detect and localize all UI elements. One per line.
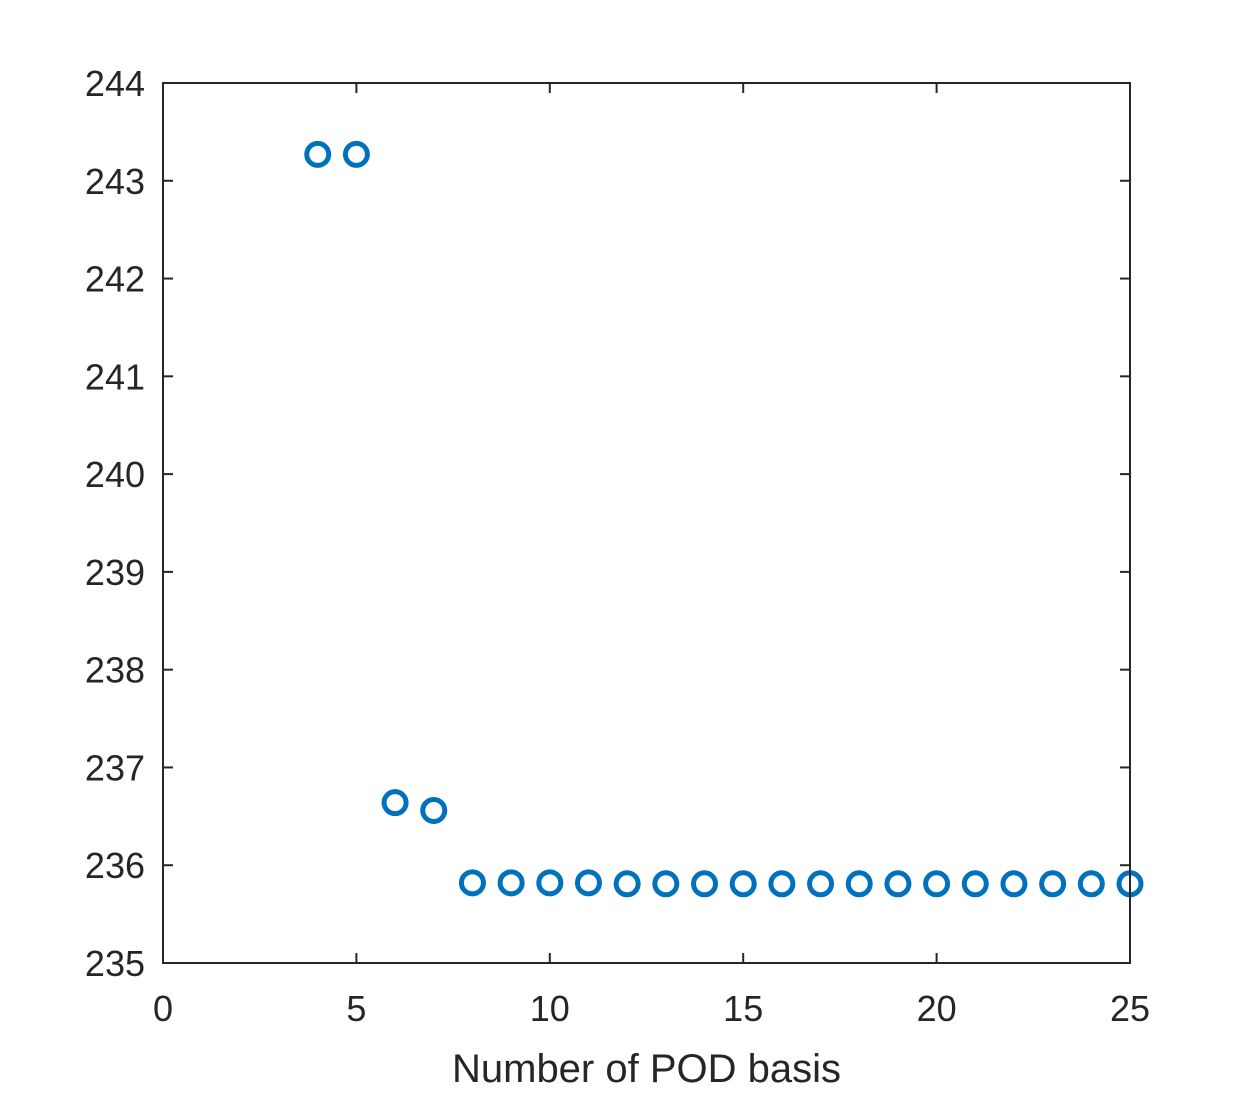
data-point bbox=[420, 796, 448, 824]
y-tick-label: 238 bbox=[85, 650, 145, 691]
y-tick-label: 242 bbox=[85, 259, 145, 300]
x-tick-label: 10 bbox=[530, 988, 570, 1029]
data-point bbox=[613, 870, 641, 898]
data-point bbox=[961, 870, 989, 898]
axes-box bbox=[162, 82, 1131, 964]
data-point bbox=[1039, 870, 1067, 898]
x-tick-label: 25 bbox=[1110, 988, 1150, 1029]
x-axis-title: Number of POD basis bbox=[452, 1047, 841, 1091]
y-tick-label: 244 bbox=[85, 63, 145, 104]
data-point bbox=[1000, 870, 1028, 898]
plot-background bbox=[163, 83, 1130, 963]
data-point bbox=[1077, 870, 1105, 898]
data-point bbox=[574, 869, 602, 897]
y-tick-label: 240 bbox=[85, 454, 145, 495]
data-point bbox=[458, 869, 486, 897]
y-tick-label: 241 bbox=[85, 356, 145, 397]
data-point bbox=[923, 870, 951, 898]
data-point bbox=[691, 870, 719, 898]
data-point bbox=[845, 870, 873, 898]
data-point bbox=[304, 140, 332, 168]
data-point bbox=[807, 870, 835, 898]
x-tick-label: 0 bbox=[153, 988, 173, 1029]
data-point bbox=[497, 869, 525, 897]
data-point bbox=[381, 789, 409, 817]
x-tick-label: 15 bbox=[723, 988, 763, 1029]
y-tick-label: 237 bbox=[85, 747, 145, 788]
x-tick-label: 20 bbox=[917, 988, 957, 1029]
data-point bbox=[768, 870, 796, 898]
y-tick-label: 236 bbox=[85, 845, 145, 886]
y-tick-label: 243 bbox=[85, 161, 145, 202]
data-point bbox=[729, 870, 757, 898]
y-tick-label: 239 bbox=[85, 552, 145, 593]
data-point bbox=[536, 869, 564, 897]
data-point bbox=[342, 140, 370, 168]
tick-labels: 0 5 10 15 20 25 235 236 237 238 239 240 241 242 243 244 bbox=[85, 63, 1150, 1029]
x-tick-label: 5 bbox=[346, 988, 366, 1029]
data-point bbox=[652, 870, 680, 898]
data-point bbox=[884, 870, 912, 898]
y-tick-label: 235 bbox=[85, 943, 145, 984]
data-points bbox=[304, 140, 1144, 898]
